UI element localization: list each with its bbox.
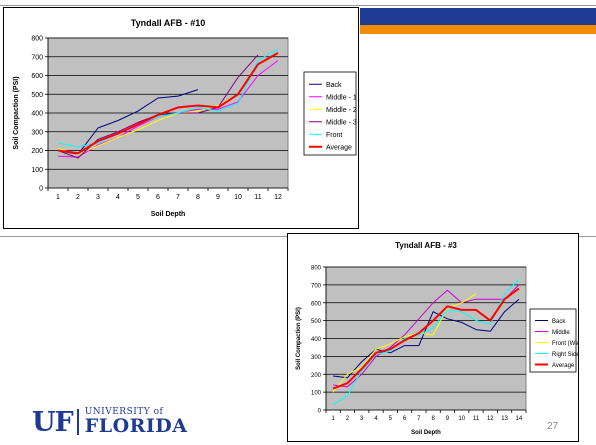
chart-title: Tyndall AFB - #3: [395, 241, 457, 250]
x-tick-label: 9: [216, 194, 220, 201]
y-tick-label: 300: [31, 129, 43, 136]
y-tick-label: 600: [31, 73, 43, 80]
legend-label: Middle - 2: [326, 107, 357, 114]
legend: Back Middle Front (Wet) Right Side Average: [529, 308, 578, 373]
chart-svg: Tyndall AFB - #3 0 100 200 300 400 500 600 700 80…: [296, 241, 578, 436]
series-line: [333, 284, 520, 388]
logo-divider: [76, 409, 79, 435]
chart-tyndall-10: Tyndall AFB - #10 0 100 200 300 400 500 600 700 8…: [3, 7, 359, 229]
logo-mark: UF: [32, 406, 74, 438]
series-line: [332, 293, 477, 393]
x-tick-label: 10: [234, 194, 242, 201]
x-tick-label: 8: [196, 194, 200, 201]
x-tick-label: 6: [403, 416, 407, 422]
x-tick-label: 1: [331, 416, 335, 422]
header-blue-band: [360, 8, 596, 25]
y-axis-label: Soil Compaction (PSI): [296, 307, 302, 370]
x-tick-label: 11: [473, 416, 480, 422]
x-tick-label: 12: [274, 194, 282, 201]
x-tick-label: 10: [458, 416, 465, 422]
y-tick-label: 400: [31, 111, 43, 118]
legend-label: Front (Wet): [552, 341, 578, 347]
x-tick-label: 11: [254, 194, 261, 201]
x-tick-label: 13: [501, 416, 508, 422]
legend-box: [529, 308, 577, 373]
y-tick-label: 200: [311, 373, 322, 379]
x-tick-label: 4: [116, 194, 120, 201]
header-orange-band: [360, 25, 596, 34]
chart-svg: Tyndall AFB - #10 0 100 200 300 400 500 600 700 8…: [13, 18, 357, 218]
chart-title: Tyndall AFB - #10: [131, 18, 206, 28]
series-line: [57, 52, 279, 155]
legend-label: Right Side: [552, 352, 578, 358]
x-tick-label: 7: [417, 416, 421, 422]
x-tick-label: 12: [487, 416, 494, 422]
series-line: [332, 287, 520, 390]
top-rule: [0, 5, 596, 6]
y-tick-label: 700: [311, 283, 322, 289]
x-tick-label: 14: [516, 416, 523, 422]
y-tick-label: 200: [31, 148, 43, 155]
y-tick-label: 100: [311, 391, 322, 397]
x-tick-label: 9: [446, 416, 450, 422]
x-tick-label: 5: [389, 416, 393, 422]
legend-label: Front: [326, 132, 342, 139]
logo-text: UNIVERSITY of FLORIDA: [85, 408, 188, 436]
x-tick-label: 1: [56, 194, 60, 201]
y-tick-label: 500: [311, 319, 322, 325]
legend: Back Middle - 1 Middle - 2 Middle - 3 Front A…: [303, 71, 357, 156]
series-line: [57, 89, 199, 155]
legend-label: Middle - 1: [326, 94, 357, 101]
y-tick-label: 100: [31, 167, 43, 174]
x-tick-label: 5: [136, 194, 140, 201]
x-axis-label: Soil Depth: [411, 430, 441, 436]
legend-label: Back: [326, 82, 342, 89]
y-tick-label: 500: [31, 92, 43, 99]
logo-name: FLORIDA: [84, 415, 188, 437]
y-tick-label: 300: [311, 355, 322, 361]
x-tick-label: 2: [76, 194, 80, 201]
x-tick-label: 6: [156, 194, 160, 201]
x-tick-label: 2: [346, 416, 350, 422]
y-tick-label: 800: [311, 266, 322, 272]
chart-tyndall-3: Tyndall AFB - #3 0 100 200 300 400 500 600 700 80…: [287, 233, 579, 442]
legend-label: Back: [552, 319, 566, 325]
y-tick-label: 700: [31, 54, 43, 61]
series-line: [333, 298, 520, 379]
y-axis-label: Soil Compaction (PSI): [13, 76, 20, 149]
logo-university: UNIVERSITY of: [84, 407, 164, 417]
legend-label: Average: [326, 144, 352, 151]
x-tick-label: 8: [431, 416, 435, 422]
legend-label: Average: [552, 363, 575, 369]
legend-label: Middle - 3: [326, 119, 357, 126]
x-tick-label: 3: [360, 416, 364, 422]
x-tick-label: 7: [176, 194, 180, 201]
uf-logo: UF UNIVERSITY of FLORIDA: [32, 406, 188, 438]
y-tick-label: 400: [311, 337, 322, 343]
y-tick-label: 0: [39, 186, 43, 193]
legend-label: Middle: [552, 330, 570, 336]
y-tick-label: 0: [318, 409, 322, 415]
legend-box: [303, 71, 357, 156]
series-line: [332, 279, 520, 406]
y-tick-label: 800: [31, 36, 43, 43]
x-axis-label: Soil Depth: [151, 211, 186, 218]
x-tick-label: 3: [96, 194, 100, 201]
y-tick-label: 600: [311, 301, 322, 307]
x-tick-label: 4: [374, 416, 378, 422]
slide-number: 27: [547, 421, 559, 432]
